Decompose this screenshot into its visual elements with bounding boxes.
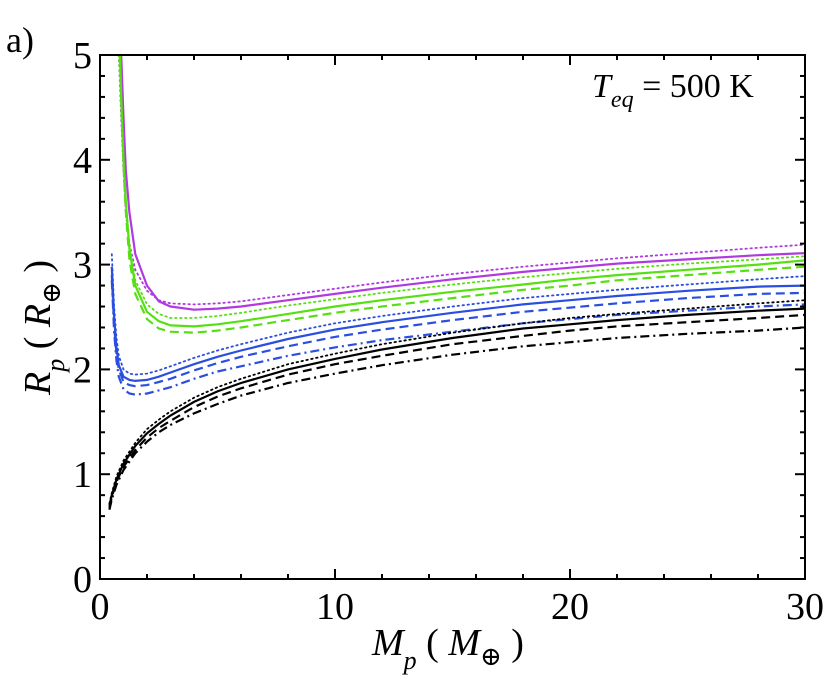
annotation-sub: eq (611, 87, 634, 113)
series-black-dashdot (108, 326, 806, 511)
xlabel-unit: M (447, 622, 482, 664)
y-tick-label: 1 (73, 454, 92, 496)
ylabel-unit: R (17, 304, 59, 328)
xlabel-base: M (371, 622, 406, 664)
xlabel-unit-symbol: ⊕ (480, 642, 502, 671)
y-tick-label: 4 (73, 140, 92, 182)
y-axis-label-group: Rp ( R⊕ ) (17, 260, 70, 396)
x-tick-label: 10 (316, 586, 354, 628)
ylabel-base: R (17, 372, 59, 396)
series-layer (108, 54, 806, 511)
panel-label: a) (6, 20, 34, 60)
x-axis-label: Mp ( M⊕ ) (371, 622, 524, 675)
series-black-dashed (108, 313, 806, 508)
ylabel-open: ( (17, 327, 59, 359)
temperature-annotation: Teq = 500 K (592, 68, 754, 113)
series-black-solid (108, 307, 806, 506)
y-tick-label: 0 (73, 559, 92, 601)
annotation-text: = 500 K (634, 68, 755, 105)
xlabel-open: ( (417, 622, 449, 664)
series-black-dotted (108, 299, 806, 505)
series-blue-solid (110, 266, 806, 383)
series-blue-dashed (110, 275, 806, 388)
ylabel-sub: p (41, 359, 70, 374)
xlabel-sub: p (402, 646, 417, 675)
axis-ticks: 0 10 20 30 0 1 2 3 4 5 (73, 35, 824, 628)
y-axis-label: Rp ( R⊕ ) (17, 260, 70, 396)
y-tick-label: 3 (73, 245, 92, 287)
y-tick-label: 2 (73, 349, 92, 391)
xlabel-close: ) (502, 622, 524, 664)
annotation-base: T (592, 68, 613, 105)
y-tick-label: 5 (73, 35, 92, 77)
ylabel-unit-symbol: ⊕ (37, 282, 66, 304)
series-blue-dashdot (110, 280, 806, 396)
plot-frame (99, 54, 806, 580)
series-magenta-solid (120, 54, 806, 311)
series-green-dotted (117, 54, 806, 319)
x-tick-label: 30 (786, 586, 824, 628)
series-blue-dotted (110, 253, 806, 376)
x-tick-label: 0 (91, 586, 110, 628)
series-magenta-dotted (117, 54, 806, 306)
x-tick-label: 20 (551, 586, 589, 628)
ylabel-close: ) (17, 260, 59, 282)
series-green-dashed (118, 54, 806, 334)
